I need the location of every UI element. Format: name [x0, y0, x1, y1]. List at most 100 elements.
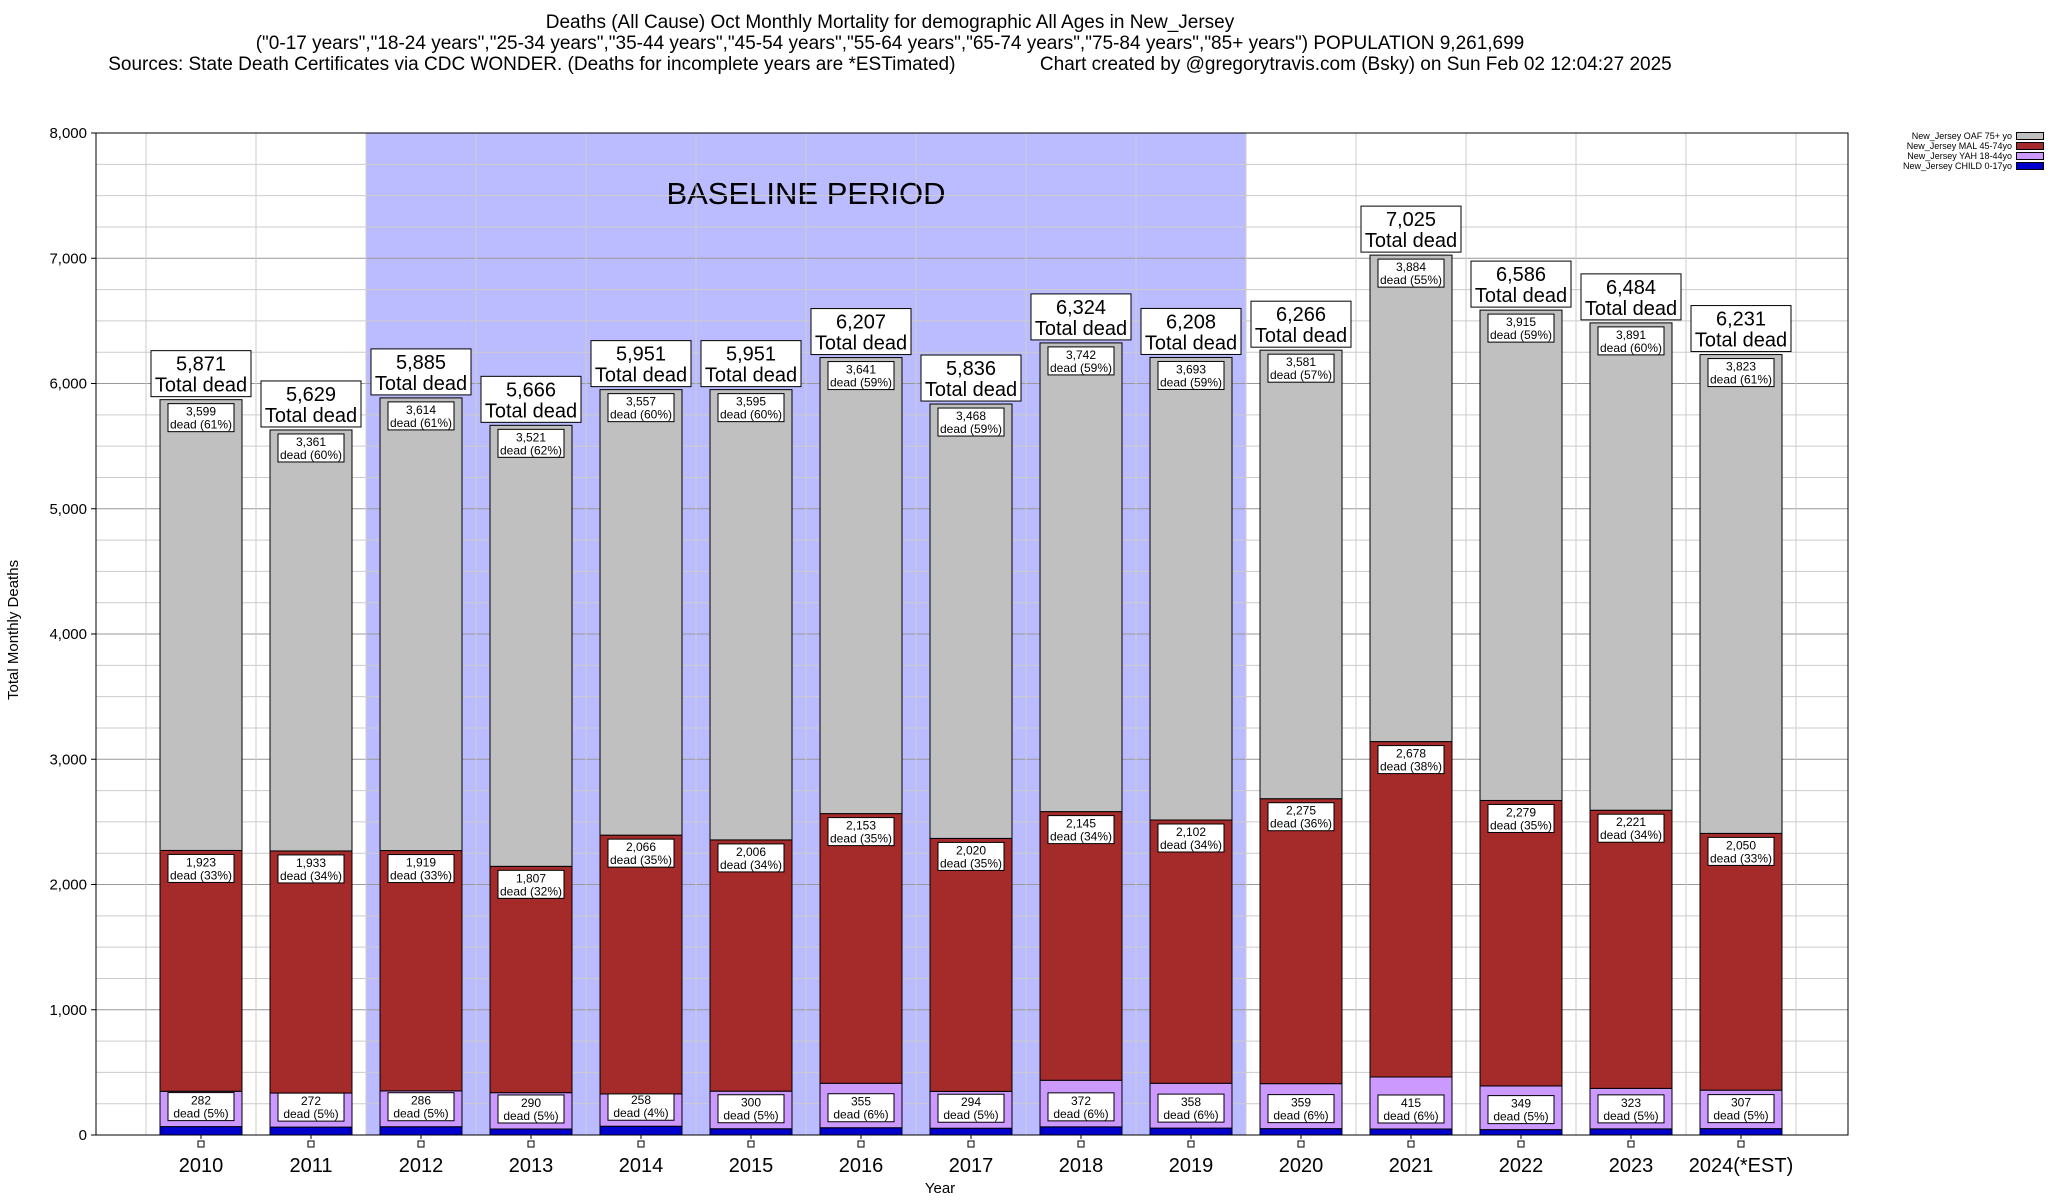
mal-data-label-pct: dead (36%)	[1270, 817, 1332, 831]
total-label-box	[810, 308, 912, 356]
total-label-box	[1690, 305, 1792, 353]
total-label-box	[1360, 205, 1462, 253]
yah-data-label-box	[1597, 1094, 1665, 1124]
total-text-label: Total dead	[265, 405, 357, 427]
total-text-label: Total dead	[1695, 330, 1787, 352]
chart-title: Deaths (All Cause) Oct Monthly Mortality…	[545, 12, 1235, 33]
mal-data-label-box	[827, 817, 895, 847]
oaf-data-label-pct: dead (60%)	[610, 408, 672, 422]
mal-data-label-pct: dead (33%)	[170, 868, 232, 882]
chart-subtitle: ("0-17 years","18-24 years","25-34 years…	[255, 33, 1525, 54]
mal-data-label-box	[1047, 815, 1115, 845]
mal-data-label: 2,145	[1066, 817, 1096, 831]
x-marker	[307, 1140, 315, 1148]
mal-data-label-pct: dead (34%)	[1160, 838, 1222, 852]
total-label-box	[1470, 260, 1572, 308]
total-text-label: Total dead	[595, 365, 687, 387]
child-segment	[379, 1126, 463, 1136]
mal-segment	[1479, 799, 1563, 1087]
yah-data-label: 372	[1071, 1094, 1091, 1108]
total-value-label: 5,951	[616, 344, 666, 366]
mal-data-label-pct: dead (33%)	[390, 869, 452, 883]
oaf-segment	[1259, 349, 1343, 800]
yah-data-label-pct: dead (5%)	[1493, 1110, 1548, 1124]
total-text-label: Total dead	[1145, 332, 1237, 354]
x-tick-label: 2011	[289, 1155, 332, 1177]
mal-segment	[1039, 811, 1123, 1081]
mal-data-label-pct: dead (34%)	[280, 869, 342, 883]
total-text-label: Total dead	[155, 375, 247, 397]
total-value-label: 5,885	[396, 352, 446, 374]
oaf-data-label-pct: dead (59%)	[940, 422, 1002, 436]
mal-data-label: 2,678	[1396, 747, 1426, 761]
oaf-data-label-pct: dead (61%)	[390, 416, 452, 430]
x-marker	[1517, 1140, 1525, 1148]
total-text-label: Total dead	[485, 400, 577, 422]
yah-data-label: 300	[741, 1096, 761, 1110]
mal-segment	[819, 813, 903, 1084]
oaf-segment	[599, 389, 683, 836]
yah-data-label: 323	[1621, 1096, 1641, 1110]
yah-data-label-box	[387, 1092, 455, 1122]
y-tick-label: 7,000	[49, 250, 87, 267]
oaf-data-label: 3,581	[1286, 355, 1316, 369]
x-marker	[1737, 1140, 1745, 1148]
mal-data-label: 1,923	[186, 855, 216, 869]
total-text-label: Total dead	[1585, 298, 1677, 320]
mal-segment	[1259, 798, 1343, 1085]
mal-data-label: 2,153	[846, 819, 876, 833]
oaf-data-label: 3,521	[516, 430, 546, 444]
mal-data-label-pct: dead (32%)	[500, 884, 562, 898]
legend-entry: New_Jersey OAF 75+ yo	[1868, 131, 2044, 141]
yah-data-label-box	[167, 1092, 235, 1122]
oaf-data-label-box	[277, 433, 345, 463]
yah-data-label-pct: dead (5%)	[1603, 1109, 1658, 1123]
yah-data-label: 358	[1181, 1095, 1201, 1109]
oaf-data-label-box	[1487, 313, 1555, 343]
oaf-data-label-pct: dead (59%)	[1160, 375, 1222, 389]
total-label-box	[480, 375, 582, 423]
yah-data-label: 290	[521, 1096, 541, 1110]
total-value-label: 6,208	[1166, 311, 1216, 333]
oaf-data-label-box	[717, 393, 785, 423]
child-segment	[709, 1128, 793, 1136]
oaf-data-label-box	[167, 403, 235, 433]
child-segment	[1259, 1128, 1343, 1136]
x-tick-label: 2012	[399, 1155, 444, 1177]
yah-data-label-pct: dead (6%)	[1383, 1109, 1438, 1123]
oaf-data-label: 3,742	[1066, 348, 1096, 362]
total-text-label: Total dead	[925, 379, 1017, 401]
legend-label: New_Jersey OAF 75+ yo	[1911, 131, 2012, 141]
oaf-data-label-box	[387, 401, 455, 431]
total-text-label: Total dead	[815, 333, 907, 355]
yah-data-label: 355	[851, 1095, 871, 1109]
mal-data-label: 1,807	[516, 871, 546, 885]
x-marker	[527, 1140, 535, 1148]
legend-swatch	[2016, 152, 2044, 160]
oaf-data-label-pct: dead (55%)	[1380, 273, 1442, 287]
yah-data-label-box	[1377, 1094, 1445, 1124]
total-value-label: 5,951	[726, 344, 776, 366]
child-segment	[1699, 1128, 1783, 1136]
yah-data-label-box	[717, 1094, 785, 1124]
child-segment	[1369, 1128, 1453, 1136]
oaf-data-label-pct: dead (62%)	[500, 443, 562, 457]
yah-data-label-pct: dead (6%)	[1163, 1108, 1218, 1122]
mal-data-label: 2,050	[1726, 838, 1756, 852]
total-value-label: 6,484	[1606, 277, 1656, 299]
oaf-segment	[1369, 254, 1453, 743]
legend-entry: New_Jersey YAH 18-44yo	[1868, 151, 2044, 161]
child-segment	[819, 1127, 903, 1136]
total-text-label: Total dead	[1035, 318, 1127, 340]
yah-data-label-box	[1047, 1092, 1115, 1122]
oaf-data-label: 3,361	[296, 435, 326, 449]
oaf-data-label-box	[827, 361, 895, 391]
yah-data-label: 359	[1291, 1096, 1311, 1110]
chart-source-line: Sources: State Death Certificates via CD…	[108, 54, 1672, 75]
total-label-box	[1250, 300, 1352, 348]
mal-data-label-box	[607, 838, 675, 868]
mal-segment	[1589, 809, 1673, 1089]
mal-data-label: 1,933	[296, 856, 326, 870]
x-axis-label: Year	[924, 1180, 956, 1197]
total-value-label: 5,871	[176, 354, 226, 376]
